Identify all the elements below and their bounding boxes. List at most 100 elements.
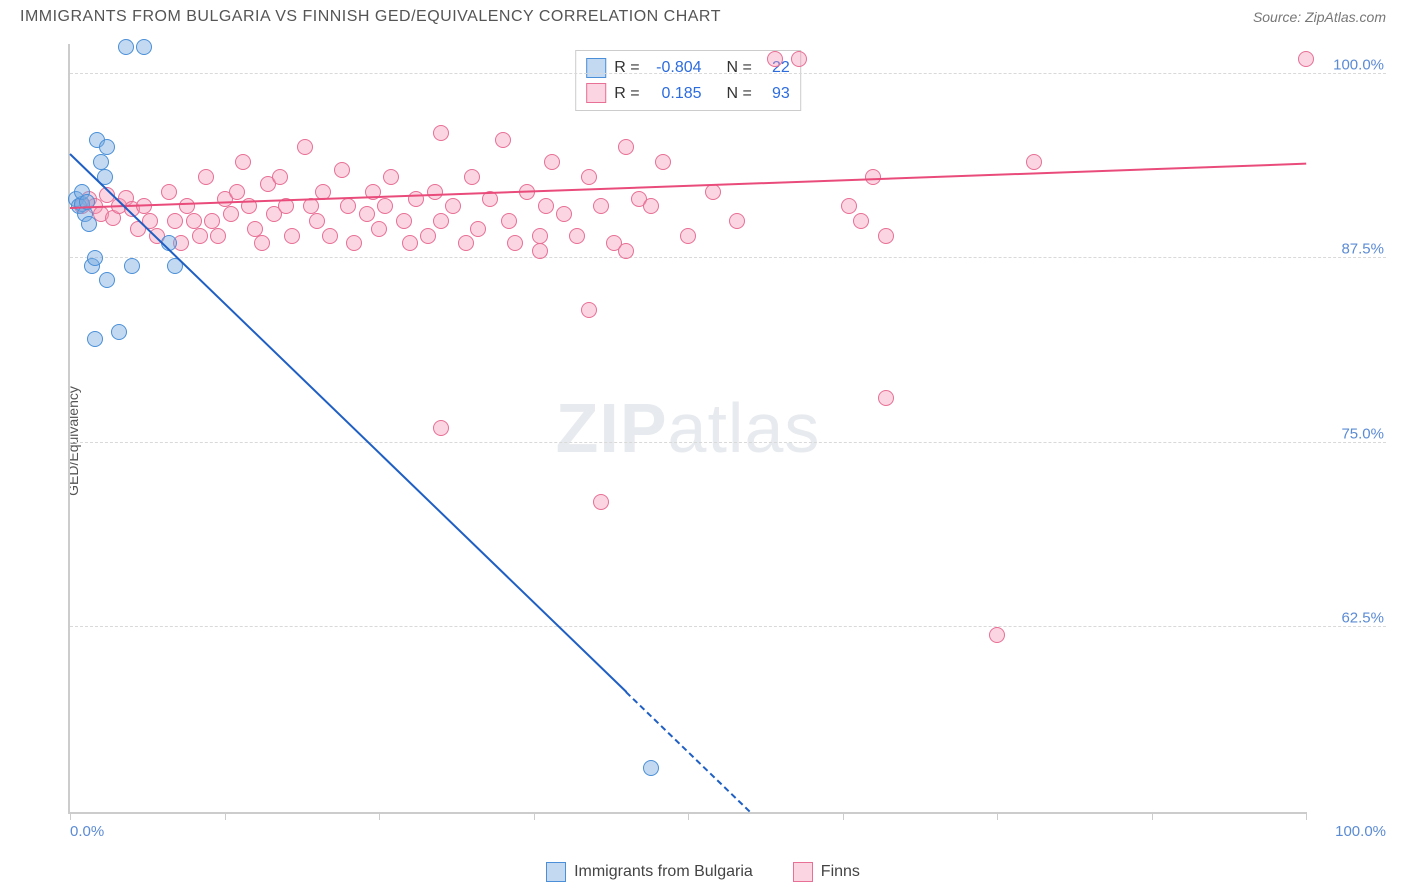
r-label: R = [614,81,639,107]
data-point [377,198,393,214]
data-point [371,221,387,237]
data-point [420,228,436,244]
data-point [853,213,869,229]
data-point [204,213,220,229]
chart-area: GED/Equivalency ZIPatlas R = -0.804 N = … [20,38,1386,844]
n-label: N = [726,81,751,107]
data-point [767,51,783,67]
source-attribution: Source: ZipAtlas.com [1253,9,1386,25]
x-axis-label-max: 100.0% [1335,823,1386,840]
data-point [433,420,449,436]
y-tick-label: 100.0% [1333,56,1384,73]
data-point [556,206,572,222]
gridline [70,257,1386,258]
data-point [532,228,548,244]
data-point [81,216,97,232]
r-label: R = [614,55,639,81]
data-point [210,228,226,244]
x-tick [1152,812,1153,820]
legend-item-finns: Finns [793,862,860,882]
data-point [581,169,597,185]
gridline [70,626,1386,627]
y-tick-label: 87.5% [1341,241,1384,258]
data-point [569,228,585,244]
data-point [229,184,245,200]
x-tick [225,812,226,820]
data-point [99,139,115,155]
series-legend: Immigrants from Bulgaria Finns [0,862,1406,882]
swatch-finns [586,83,606,103]
data-point [433,213,449,229]
data-point [791,51,807,67]
gridline [70,73,1386,74]
data-point [334,162,350,178]
data-point [618,139,634,155]
data-point [235,154,251,170]
data-point [87,250,103,266]
x-tick [843,812,844,820]
data-point [254,235,270,251]
data-point [532,243,548,259]
data-point [179,198,195,214]
legend-row-bulgaria: R = -0.804 N = 22 [586,55,790,81]
chart-title: IMMIGRANTS FROM BULGARIA VS FINNISH GED/… [20,8,721,26]
data-point [865,169,881,185]
source-prefix: Source: [1253,9,1305,25]
watermark: ZIPatlas [556,388,821,468]
r-value-finns: 0.185 [648,81,702,107]
legend-item-bulgaria: Immigrants from Bulgaria [546,862,753,882]
data-point [878,228,894,244]
data-point [87,331,103,347]
y-tick-label: 62.5% [1341,610,1384,627]
data-point [618,243,634,259]
legend-label-finns: Finns [821,863,860,881]
data-point [340,198,356,214]
data-point [303,198,319,214]
data-point [1298,51,1314,67]
swatch-bulgaria [586,58,606,78]
x-tick [379,812,380,820]
data-point [192,228,208,244]
y-tick-label: 75.0% [1341,425,1384,442]
x-tick [70,812,71,820]
data-point [322,228,338,244]
data-point [643,760,659,776]
data-point [593,198,609,214]
data-point [284,228,300,244]
data-point [297,139,313,155]
swatch-finns [793,862,813,882]
x-tick [997,812,998,820]
chart-header: IMMIGRANTS FROM BULGARIA VS FINNISH GED/… [0,0,1406,30]
data-point [878,390,894,406]
x-tick [1306,812,1307,820]
data-point [402,235,418,251]
swatch-bulgaria [546,862,566,882]
legend-label-bulgaria: Immigrants from Bulgaria [574,863,753,881]
data-point [593,494,609,510]
data-point [655,154,671,170]
data-point [223,206,239,222]
legend-row-finns: R = 0.185 N = 93 [586,81,790,107]
data-point [346,235,362,251]
gridline [70,442,1386,443]
data-point [247,221,263,237]
data-point [470,221,486,237]
data-point [272,169,288,185]
data-point [93,154,109,170]
data-point [111,324,127,340]
n-label: N = [726,55,751,81]
source-name: ZipAtlas.com [1305,9,1386,25]
data-point [124,258,140,274]
watermark-atlas: atlas [668,389,821,467]
data-point [198,169,214,185]
r-value-bulgaria: -0.804 [648,55,702,81]
x-axis-label-min: 0.0% [70,823,104,840]
data-point [581,302,597,318]
data-point [309,213,325,229]
data-point [680,228,696,244]
data-point [433,125,449,141]
data-point [136,39,152,55]
data-point [1026,154,1042,170]
data-point [161,184,177,200]
x-tick [534,812,535,820]
